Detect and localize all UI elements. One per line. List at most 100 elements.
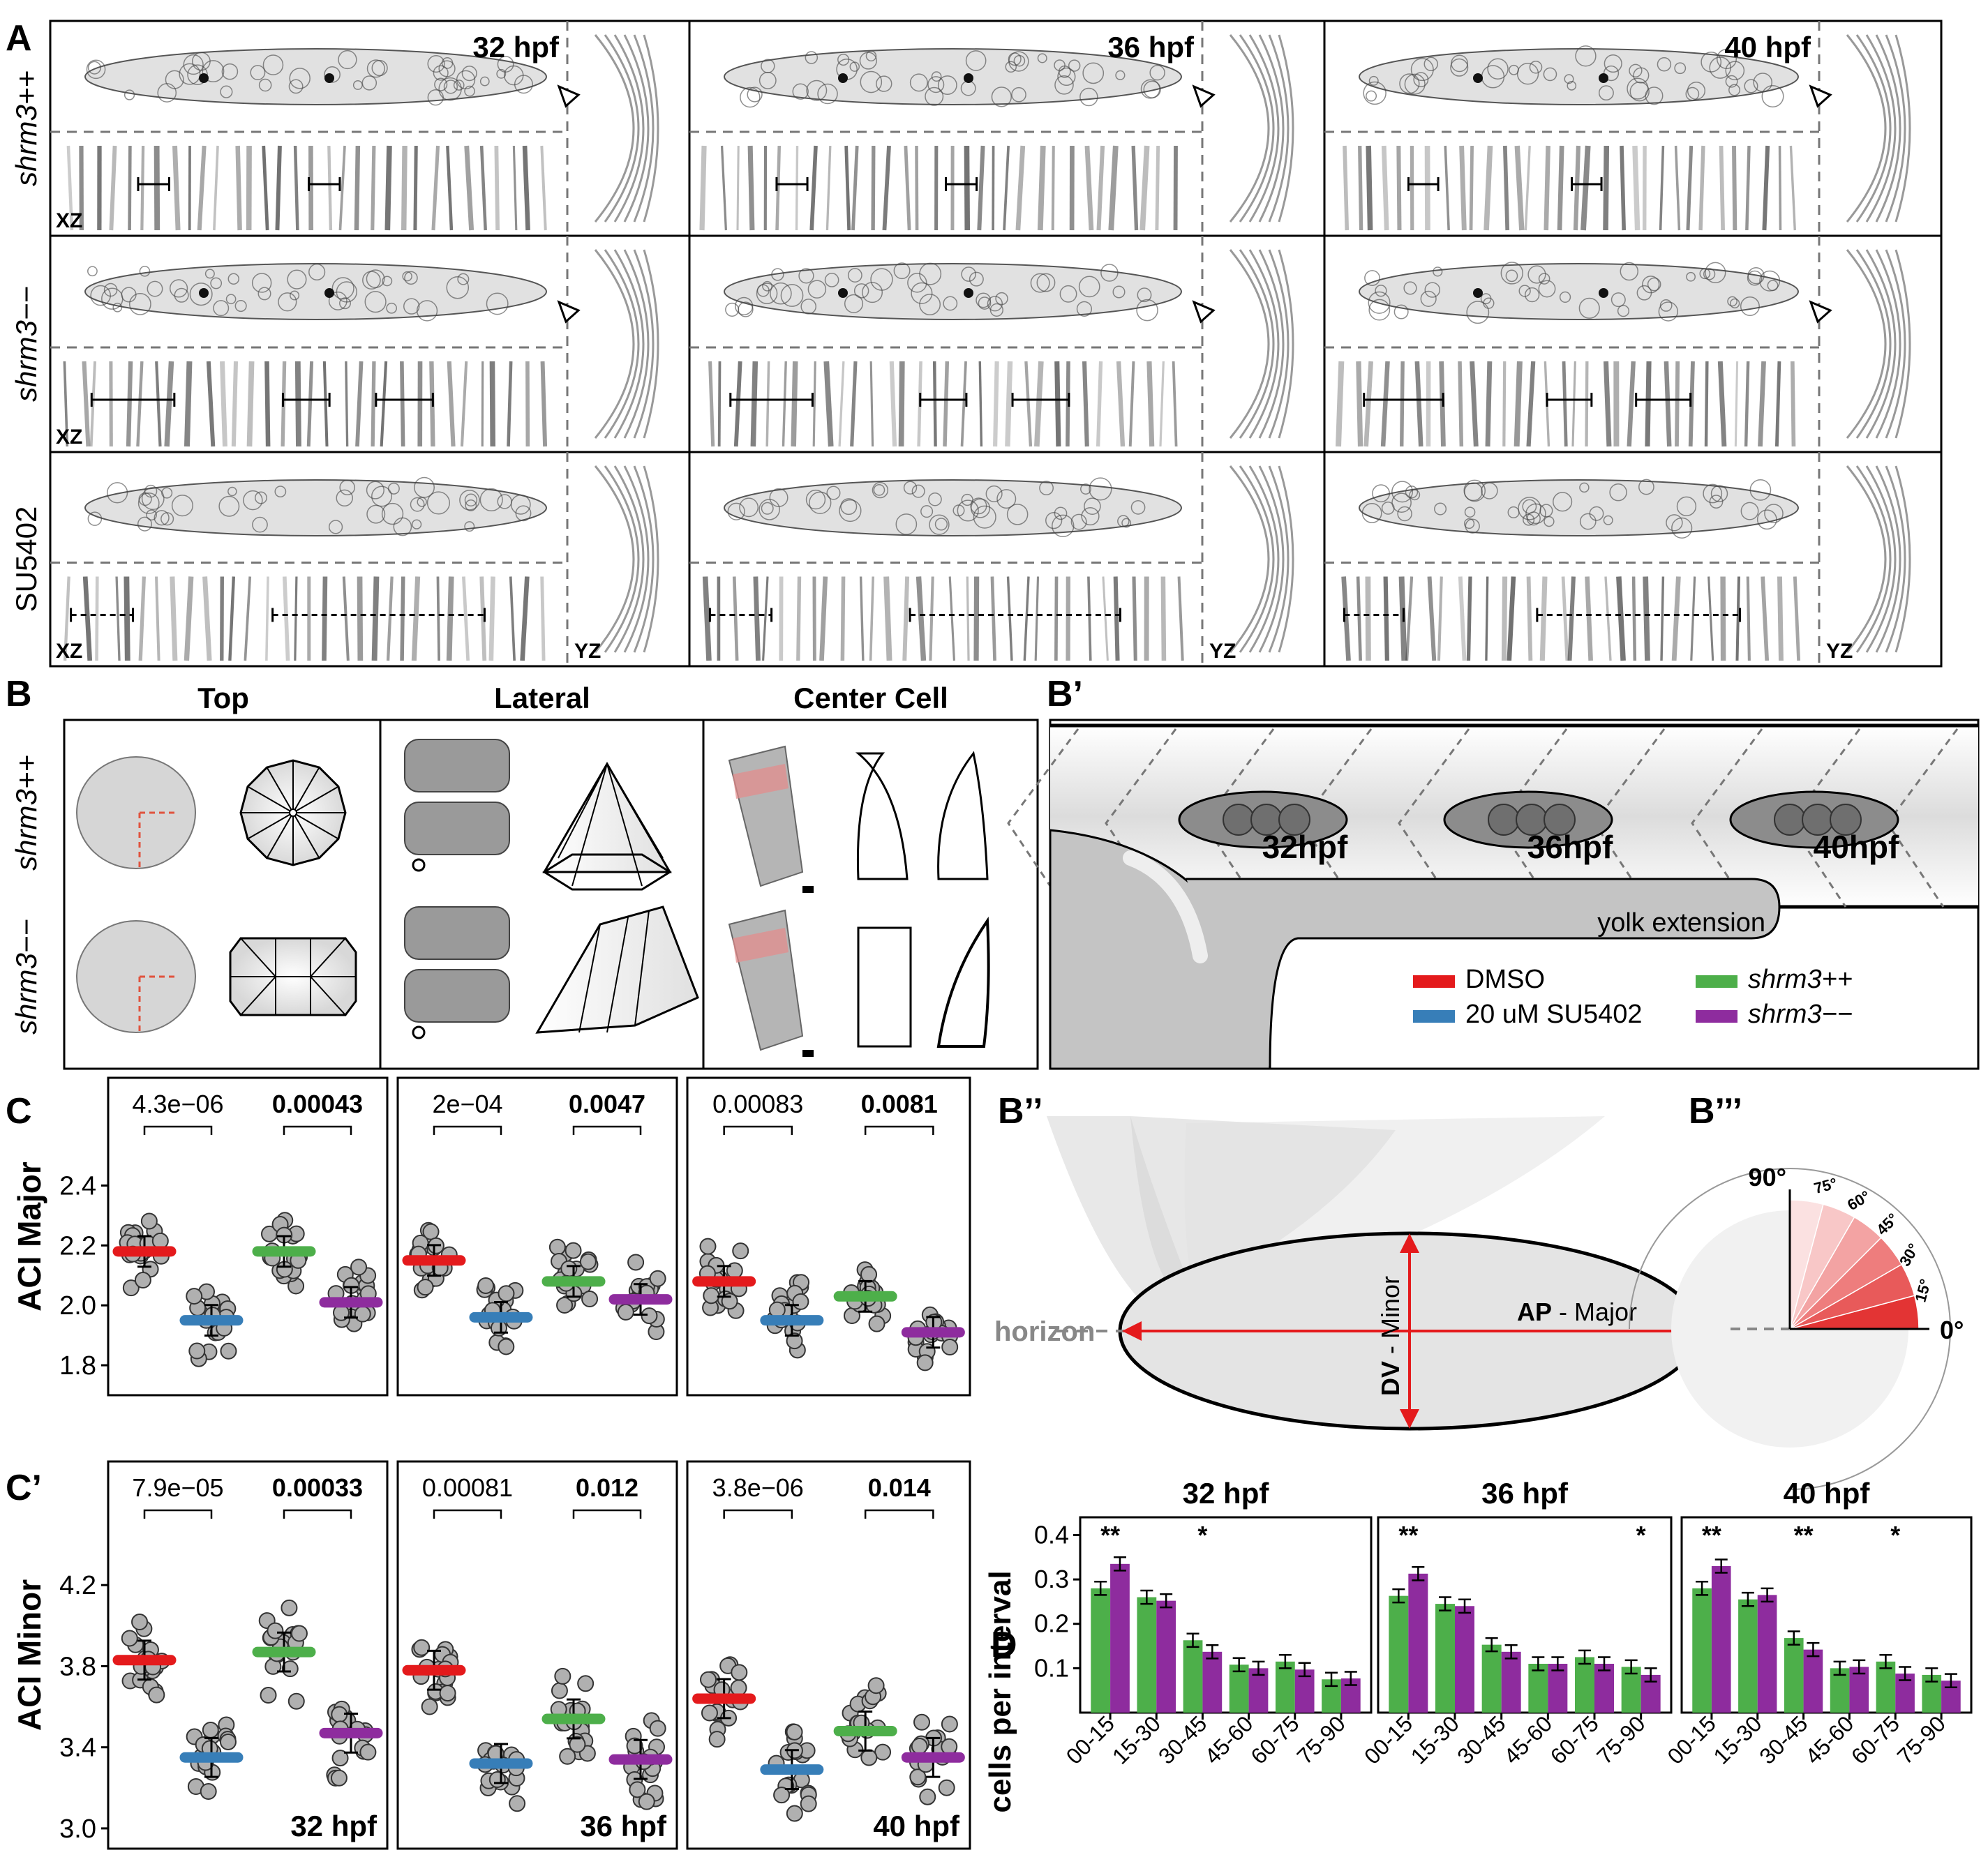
cell-outline — [1729, 298, 1740, 309]
cell-outline — [1463, 518, 1475, 529]
micrograph-0-1: 36 hpf — [689, 21, 1294, 236]
cell-outline — [761, 502, 774, 515]
cell-outline — [1629, 82, 1650, 102]
xz-cell-streak — [825, 145, 832, 231]
cell-outline — [809, 491, 832, 514]
xz-cell-streak — [89, 361, 96, 447]
rosette-center — [324, 288, 334, 298]
cell-outline — [991, 87, 1012, 107]
xz-cell-streak — [1562, 361, 1568, 447]
cell-outline — [943, 296, 958, 311]
xz-cell-streak — [1363, 361, 1373, 447]
cell-outline — [411, 519, 422, 529]
cell-outline — [1657, 57, 1672, 72]
aci-minor-ytick-label: 3.0 — [59, 1814, 96, 1844]
xz-cell-streak — [306, 361, 314, 447]
yz-arc — [1865, 465, 1897, 653]
d-bar — [1229, 1664, 1249, 1713]
cell-outline — [328, 520, 343, 534]
cell-outline — [1703, 483, 1723, 504]
aci-minor-sig-bracket — [864, 1509, 934, 1519]
cell-outline — [1030, 273, 1050, 293]
radial-line — [247, 812, 294, 840]
pyramid-edge — [571, 763, 608, 887]
aci-major-sig-bracket — [433, 1125, 502, 1135]
yz-arc — [1258, 465, 1285, 653]
cell-outline — [1609, 483, 1627, 502]
xz-cell-streak — [960, 361, 967, 447]
cone-shape-side — [937, 751, 989, 880]
aci-major-p-value: 0.0047 — [569, 1090, 645, 1118]
yz-arc — [1894, 465, 1911, 653]
cell-outline — [957, 499, 979, 522]
xz-cell-streak — [720, 145, 728, 231]
aci-major-data-point — [916, 1354, 934, 1371]
apical-region-highlight — [733, 928, 789, 963]
cell-outline — [218, 495, 240, 517]
panel-letter-c-prime: C’ — [6, 1468, 42, 1508]
yz-arc — [604, 465, 640, 653]
cell-outline — [446, 276, 470, 299]
cell-outline — [969, 271, 984, 287]
d-ytick-label: 0.3 — [1034, 1565, 1069, 1593]
cell-outline — [1764, 504, 1784, 523]
xz-cell-streak — [1427, 576, 1437, 661]
aci-minor-p-value: 0.00033 — [272, 1473, 363, 1502]
cell-outline — [909, 73, 928, 92]
cell-outline — [1522, 499, 1537, 514]
cell-outline — [1464, 506, 1476, 518]
cell-outline — [366, 504, 386, 524]
cell-outline — [837, 53, 850, 66]
cell-outline — [1761, 84, 1784, 107]
cell-outline — [1005, 61, 1017, 73]
cell-outline — [258, 78, 272, 92]
cell-outline — [1610, 292, 1626, 308]
primordium-0: 32hpf — [1178, 790, 1348, 865]
d-bar — [1621, 1667, 1641, 1713]
rosette-center — [1473, 73, 1483, 83]
d-bar — [1110, 1563, 1130, 1713]
rosette — [1278, 804, 1310, 836]
cell-outline — [169, 279, 188, 298]
xz-cell-streak — [1087, 576, 1092, 661]
xz-label: XZ — [56, 426, 82, 449]
legend-label: shrm3++ — [1748, 965, 1853, 994]
yz-arc — [1875, 249, 1901, 439]
d-facet-frame — [1680, 1516, 1973, 1714]
primordium-top-view — [84, 479, 547, 536]
cell-outline — [210, 277, 223, 290]
cell-outline — [457, 273, 470, 285]
cell-outline — [1393, 304, 1409, 320]
xz-cell-streak — [460, 361, 468, 447]
cell-outline — [371, 59, 388, 77]
cell-outline — [985, 485, 1003, 502]
cell-outline — [221, 63, 239, 80]
cell-outline — [254, 491, 267, 504]
xz-cell-streak — [138, 576, 146, 661]
aci-minor-data-point — [569, 1736, 586, 1753]
polygon-edge — [240, 938, 276, 977]
cell-outline — [339, 479, 356, 496]
cell-outline — [106, 482, 128, 504]
xz-cell-streak — [1735, 576, 1740, 661]
yz-arc — [613, 249, 645, 439]
xz-cell-streak — [966, 576, 970, 661]
cell-outline — [817, 83, 838, 105]
cell-outline — [1059, 285, 1077, 303]
d-significance-star: ** — [1794, 1521, 1814, 1549]
panel-letter-b: B — [6, 674, 32, 714]
apical-constriction-arrowhead — [1809, 300, 1832, 324]
d-significance-star: ** — [1398, 1521, 1418, 1549]
cell-outline — [427, 54, 445, 73]
aci-minor-data-point — [909, 1768, 927, 1786]
cell-outline — [486, 292, 509, 315]
timepoint-label: 40 hpf — [1724, 31, 1811, 63]
yz-arc — [1229, 249, 1270, 439]
cell-outline — [1727, 296, 1737, 307]
cell-outline — [925, 87, 944, 106]
cell-outline — [1538, 280, 1556, 298]
xz-cell-streak — [338, 145, 346, 231]
cell-outline — [1500, 262, 1523, 285]
aci-major-facet-2 — [686, 1076, 971, 1397]
pyramid-base — [542, 853, 672, 891]
